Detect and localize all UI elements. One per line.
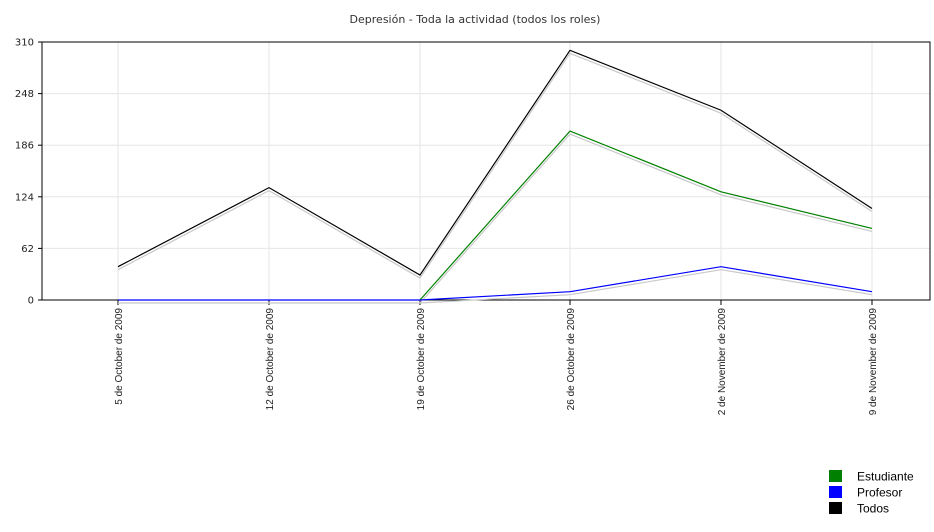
x-tick-label: 26 de October de 2009 xyxy=(566,308,577,411)
y-tick-label: 124 xyxy=(15,192,34,203)
y-tick-label: 62 xyxy=(21,244,34,255)
plot-frame xyxy=(41,41,931,301)
legend-swatch xyxy=(829,502,842,514)
series-shadow xyxy=(117,52,873,279)
series-line-todos xyxy=(117,49,873,276)
y-tick-label: 248 xyxy=(15,89,34,100)
x-axis: 5 de October de 2009 12 de October de 200… xyxy=(114,300,879,415)
series-lines xyxy=(117,49,873,304)
legend-label: Profesor xyxy=(857,486,902,500)
legend-swatch xyxy=(829,486,842,498)
x-tick-label: 19 de October de 2009 xyxy=(416,308,427,411)
series-line-estudiante xyxy=(419,130,873,301)
y-tick-label: 310 xyxy=(15,38,34,49)
x-tick-label: 2 de November de 2009 xyxy=(717,308,728,416)
y-tick-label: 0 xyxy=(28,296,34,307)
series-shadow xyxy=(118,269,873,304)
series-line-profesor xyxy=(118,266,873,301)
legend: Estudiante Profesor Todos xyxy=(829,470,914,516)
x-tick-label: 9 de November de 2009 xyxy=(868,308,879,416)
legend-swatch xyxy=(829,470,842,482)
x-tick-label: 5 de October de 2009 xyxy=(114,308,125,405)
x-tick-label: 12 de October de 2009 xyxy=(265,308,276,411)
chart-title: Depresión - Toda la actividad (todos los… xyxy=(350,13,601,26)
legend-label: Estudiante xyxy=(857,470,914,484)
y-tick-label: 186 xyxy=(15,141,34,152)
series-shadow xyxy=(419,133,873,304)
legend-label: Todos xyxy=(857,502,889,516)
y-axis: 0 62 124 186 248 310 xyxy=(15,38,42,307)
grid xyxy=(41,41,931,301)
